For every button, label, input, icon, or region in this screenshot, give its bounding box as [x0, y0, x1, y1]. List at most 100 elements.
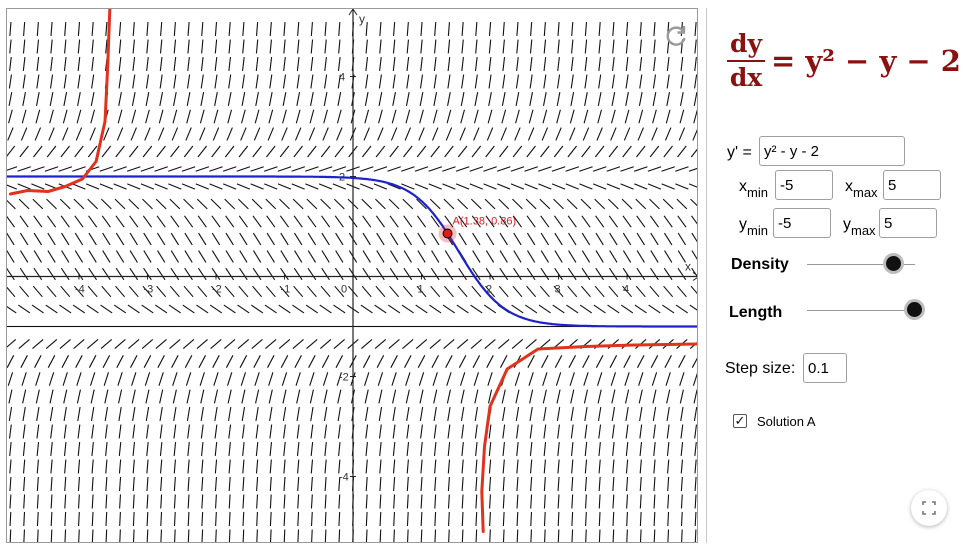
slope-segment [105, 511, 108, 527]
slope-segment [570, 424, 574, 439]
slope-segment [157, 127, 165, 141]
slope-segment [387, 183, 401, 190]
slope-segment [115, 232, 125, 246]
slope-segment [420, 476, 423, 492]
slope-segment [77, 21, 81, 37]
slope-segment [595, 232, 604, 246]
slope-segment [292, 198, 304, 210]
slope-segment [212, 355, 220, 368]
slope-segment [502, 459, 505, 474]
xmax-input[interactable] [883, 170, 941, 200]
slope-segment [539, 339, 551, 349]
slope-segment [242, 529, 245, 542]
slope-segment [448, 529, 450, 542]
slope-segment [291, 166, 305, 172]
x-tick-label: 4 [623, 284, 629, 296]
slope-segment [228, 494, 231, 509]
slope-segment [228, 441, 231, 457]
slope-segment [488, 21, 492, 37]
slope-segment [375, 285, 386, 298]
density-slider[interactable] [807, 264, 915, 265]
slope-segment [460, 92, 465, 106]
slope-segment [581, 215, 591, 228]
slope-segment [64, 494, 67, 509]
xmin-input[interactable] [775, 170, 833, 200]
slope-segment [126, 166, 141, 172]
slope-segment [611, 74, 615, 89]
slope-segment [542, 389, 547, 404]
slope-segment [529, 92, 534, 106]
ymax-label: ymax [843, 216, 876, 238]
slope-segment [128, 198, 140, 210]
slope-segment [88, 215, 98, 228]
slope-segment [650, 355, 659, 368]
slope-segment [159, 441, 163, 457]
slope-segment [264, 304, 277, 314]
point-a[interactable] [442, 228, 453, 239]
slope-segment [158, 109, 164, 124]
slope-segment [662, 198, 674, 210]
slope-segment [583, 372, 589, 386]
slope-segment [460, 109, 465, 124]
slope-segment [557, 56, 560, 72]
slope-segment [186, 92, 191, 106]
slope-segment [469, 183, 484, 190]
reset-icon[interactable] [663, 23, 689, 49]
slope-segment [612, 529, 615, 542]
slope-segment [337, 424, 341, 439]
slope-segment [609, 232, 618, 246]
slope-segment [571, 21, 574, 37]
length-slider[interactable] [807, 310, 915, 311]
slope-segment [319, 304, 332, 314]
slope-segment [77, 441, 81, 457]
slope-segment [653, 424, 656, 439]
ymax-input[interactable] [879, 208, 937, 238]
y-tick-label: 4 [339, 72, 345, 84]
slope-segment [146, 494, 149, 509]
slope-segment [361, 198, 373, 210]
slope-segment [283, 21, 286, 37]
slope-segment [49, 407, 54, 421]
slope-segment [405, 389, 410, 404]
slope-segment [677, 215, 687, 228]
slope-segment [664, 127, 672, 141]
slope-segment [200, 389, 205, 404]
x-tick-label: 0 [341, 284, 347, 296]
step-size-input[interactable] [803, 353, 847, 383]
slope-segment [543, 494, 546, 509]
slope-segment [196, 304, 209, 314]
slope-segment [415, 304, 428, 314]
slope-segment [432, 372, 438, 386]
ymin-input[interactable] [773, 208, 831, 238]
slope-segment [296, 424, 300, 439]
yprime-input[interactable] [759, 136, 905, 166]
slope-segment [9, 529, 12, 542]
slope-segment [405, 372, 411, 386]
graph-view[interactable]: -4 -3 -2 -1 0 1 2 3 4 4 2 -2 -4 x y A(1.38, 0.86) [6, 8, 698, 543]
solution-a-checkbox[interactable]: ✓ [733, 413, 747, 428]
density-slider-knob[interactable] [886, 256, 901, 271]
slope-segment [140, 166, 155, 172]
slope-segment [310, 441, 314, 457]
slope-segment [228, 424, 232, 439]
slope-segment [105, 21, 108, 37]
slope-segment [392, 92, 396, 106]
slope-segment [513, 232, 522, 246]
slope-segment [91, 424, 95, 439]
slope-segment [694, 74, 697, 89]
slope-segment [225, 355, 234, 368]
slope-segment [237, 198, 249, 210]
fullscreen-button[interactable] [911, 490, 947, 526]
slope-segment [146, 529, 149, 542]
slope-segment [7, 215, 15, 228]
slope-segment [104, 389, 109, 404]
solution-a-label[interactable]: Solution A [757, 414, 816, 429]
slope-segment [403, 267, 413, 281]
length-slider-knob[interactable] [907, 302, 922, 317]
slope-segment [543, 56, 547, 72]
slope-segment [127, 304, 140, 314]
slope-segment [198, 250, 207, 263]
slope-segment [174, 529, 176, 542]
slope-segment [663, 267, 673, 281]
